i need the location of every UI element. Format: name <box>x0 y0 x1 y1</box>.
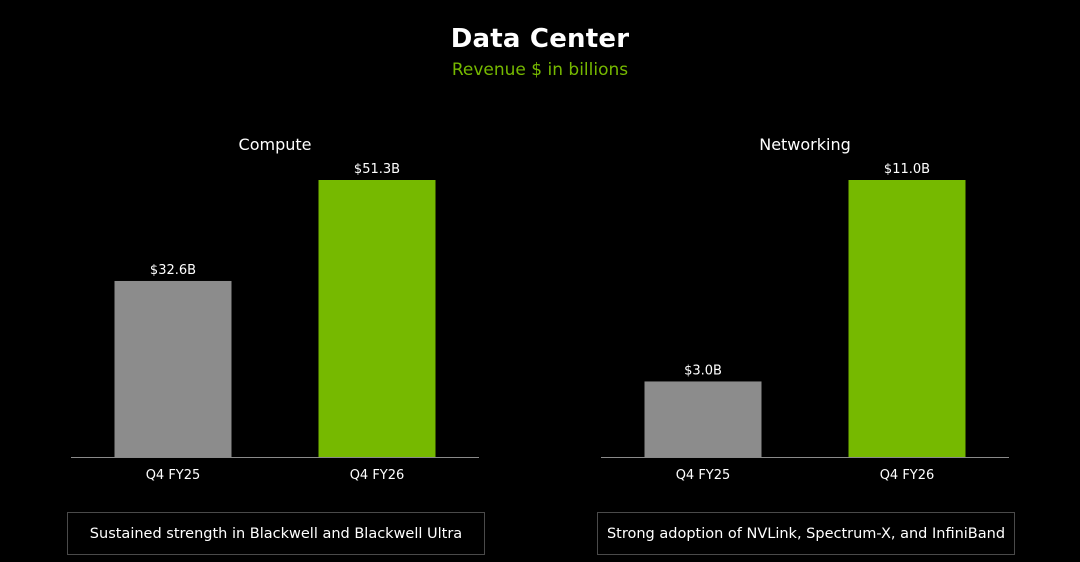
networking-value-label-1: $3.0B <box>684 363 722 378</box>
networking-bar-1 <box>644 381 762 457</box>
compute-chart-svg: Compute $32.6B Q4 FY25 $51.3B Q4 FY26 <box>71 135 479 483</box>
compute-bar-1 <box>114 280 232 457</box>
compute-value-label-2: $51.3B <box>354 162 400 177</box>
compute-x-tick-label-1: Q4 FY25 <box>146 468 201 483</box>
compute-bars: $32.6B Q4 FY25 $51.3B Q4 FY26 <box>71 162 479 483</box>
compute-x-tick-label-2: Q4 FY26 <box>350 468 405 483</box>
networking-x-tick-label-2: Q4 FY26 <box>880 468 935 483</box>
networking-bars: $3.0B Q4 FY25 $11.0B Q4 FY26 <box>601 162 1009 483</box>
networking-x-tick-label-1: Q4 FY25 <box>676 468 731 483</box>
networking-value-label-2: $11.0B <box>884 162 930 177</box>
networking-bar-2 <box>848 180 966 457</box>
page-title: Data Center <box>450 24 630 54</box>
compute-chart: Compute $32.6B Q4 FY25 $51.3B Q4 FY26 Susta… <box>67 135 485 555</box>
page-subtitle: Revenue $ in billions <box>451 60 629 80</box>
networking-chart: Networking $3.0B Q4 FY25 $11.0B Q4 FY26 Str… <box>530 0 1070 562</box>
networking-caption: Strong adoption of NVLink, Spectrum-X, a… <box>597 512 1015 555</box>
compute-caption: Sustained strength in Blackwell and Blac… <box>67 512 485 555</box>
compute-value-label-1: $32.6B <box>150 263 196 278</box>
compute-bar-2 <box>318 180 436 457</box>
compute-chart-title: Compute <box>239 135 312 154</box>
networking-chart-title: Networking <box>759 135 851 154</box>
networking-chart-svg: Networking $3.0B Q4 FY25 $11.0B Q4 FY26 <box>601 135 1009 483</box>
